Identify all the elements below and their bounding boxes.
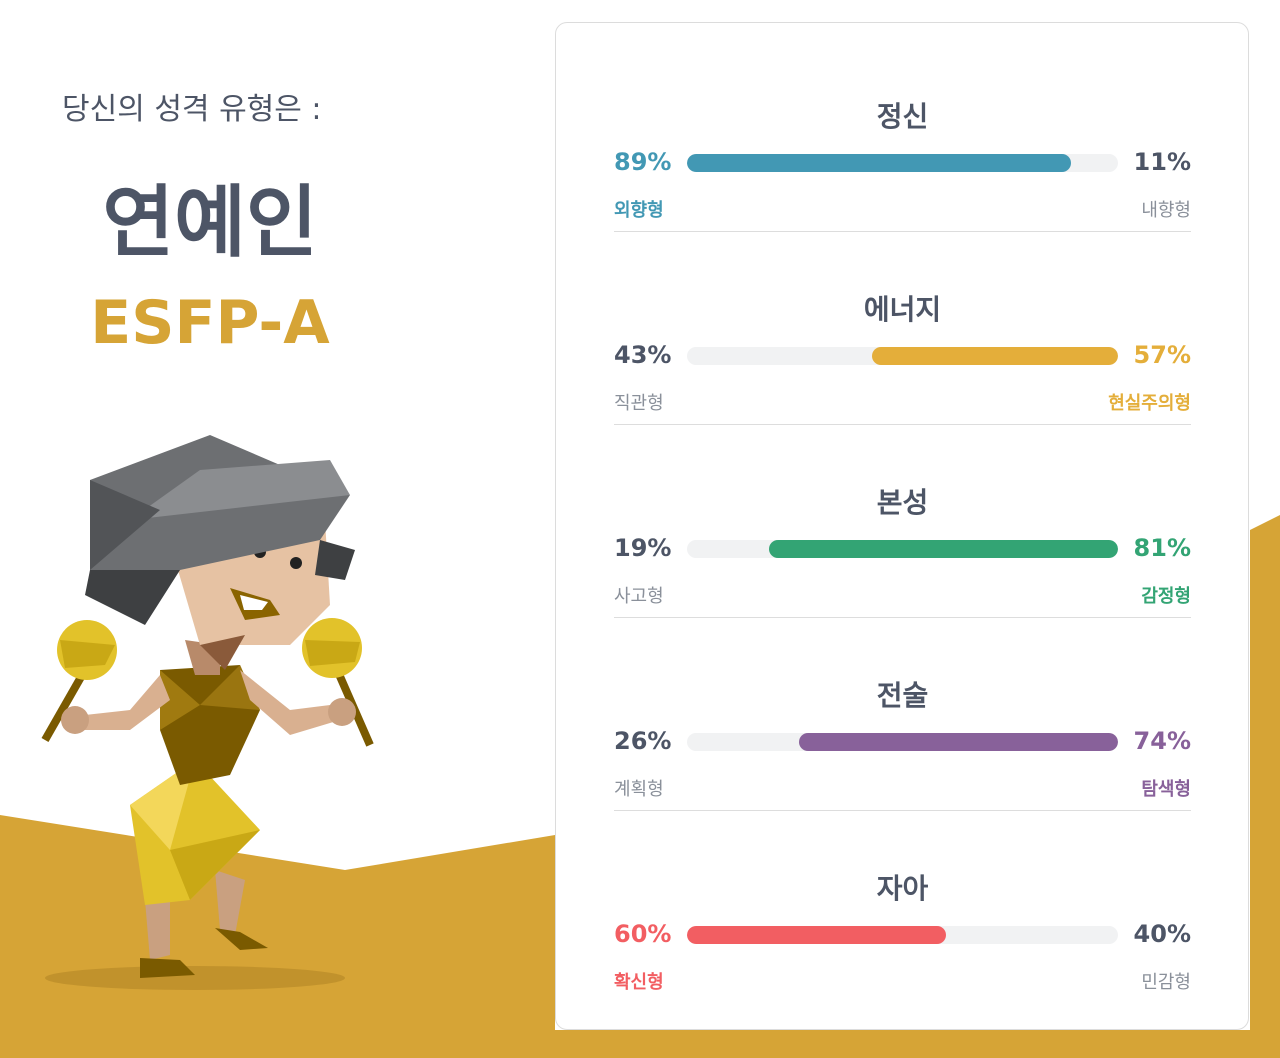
personality-type-code: ESFP-A xyxy=(90,288,330,358)
trait-mind: 정신 89% 11% 외향형 내향형 xyxy=(614,38,1191,232)
trait-bar-fill xyxy=(687,154,1071,172)
trait-bar xyxy=(687,733,1118,751)
trait-nature: 본성 19% 81% 사고형 감정형 xyxy=(614,424,1191,618)
trait-right-percent: 11% xyxy=(1133,148,1191,176)
trait-bar xyxy=(687,154,1118,172)
entertainer-illustration xyxy=(41,435,374,990)
trait-title: 본성 xyxy=(876,486,929,519)
trait-left-label: 외향형 xyxy=(614,200,664,221)
personality-type-name: 연예인 xyxy=(102,178,318,268)
trait-right-percent: 74% xyxy=(1133,727,1191,755)
trait-left-label: 직관형 xyxy=(614,393,664,414)
trait-bar xyxy=(687,926,1118,944)
trait-left-percent: 26% xyxy=(614,727,672,755)
trait-bar-fill xyxy=(872,347,1118,365)
trait-title: 에너지 xyxy=(863,293,942,326)
result-subtitle: 당신의 성격 유형은 : xyxy=(62,92,322,127)
trait-title: 정신 xyxy=(876,100,929,133)
trait-results-card: 정신 89% 11% 외향형 내향형 에너지 43% 57% 직관형 현실주의형… xyxy=(555,22,1249,1030)
trait-bar-fill xyxy=(768,540,1118,558)
trait-tactics: 전술 26% 74% 계획형 탐색형 xyxy=(614,617,1191,811)
trait-left-percent: 43% xyxy=(614,341,672,369)
trait-bar-fill xyxy=(799,733,1118,751)
trait-right-label: 감정형 xyxy=(1141,586,1191,607)
trait-bar xyxy=(687,347,1118,365)
trait-left-percent: 60% xyxy=(614,920,672,948)
trait-title: 전술 xyxy=(876,679,929,712)
trait-left-label: 확신형 xyxy=(614,972,664,993)
trait-right-percent: 57% xyxy=(1133,341,1191,369)
trait-right-percent: 81% xyxy=(1133,534,1191,562)
trait-right-label: 내향형 xyxy=(1141,200,1191,221)
trait-left-label: 계획형 xyxy=(614,779,664,800)
trait-right-label: 민감형 xyxy=(1141,972,1191,993)
trait-right-label: 탐색형 xyxy=(1141,779,1191,800)
trait-left-label: 사고형 xyxy=(614,586,664,607)
trait-left-percent: 19% xyxy=(614,534,672,562)
trait-right-label: 현실주의형 xyxy=(1108,393,1191,414)
trait-energy: 에너지 43% 57% 직관형 현실주의형 xyxy=(614,231,1191,425)
trait-title: 자아 xyxy=(876,872,929,905)
trait-identity: 자아 60% 40% 확신형 민감형 xyxy=(614,810,1191,1003)
trait-bar xyxy=(687,540,1118,558)
trait-right-percent: 40% xyxy=(1133,920,1191,948)
trait-bar-fill xyxy=(687,926,946,944)
trait-left-percent: 89% xyxy=(614,148,672,176)
